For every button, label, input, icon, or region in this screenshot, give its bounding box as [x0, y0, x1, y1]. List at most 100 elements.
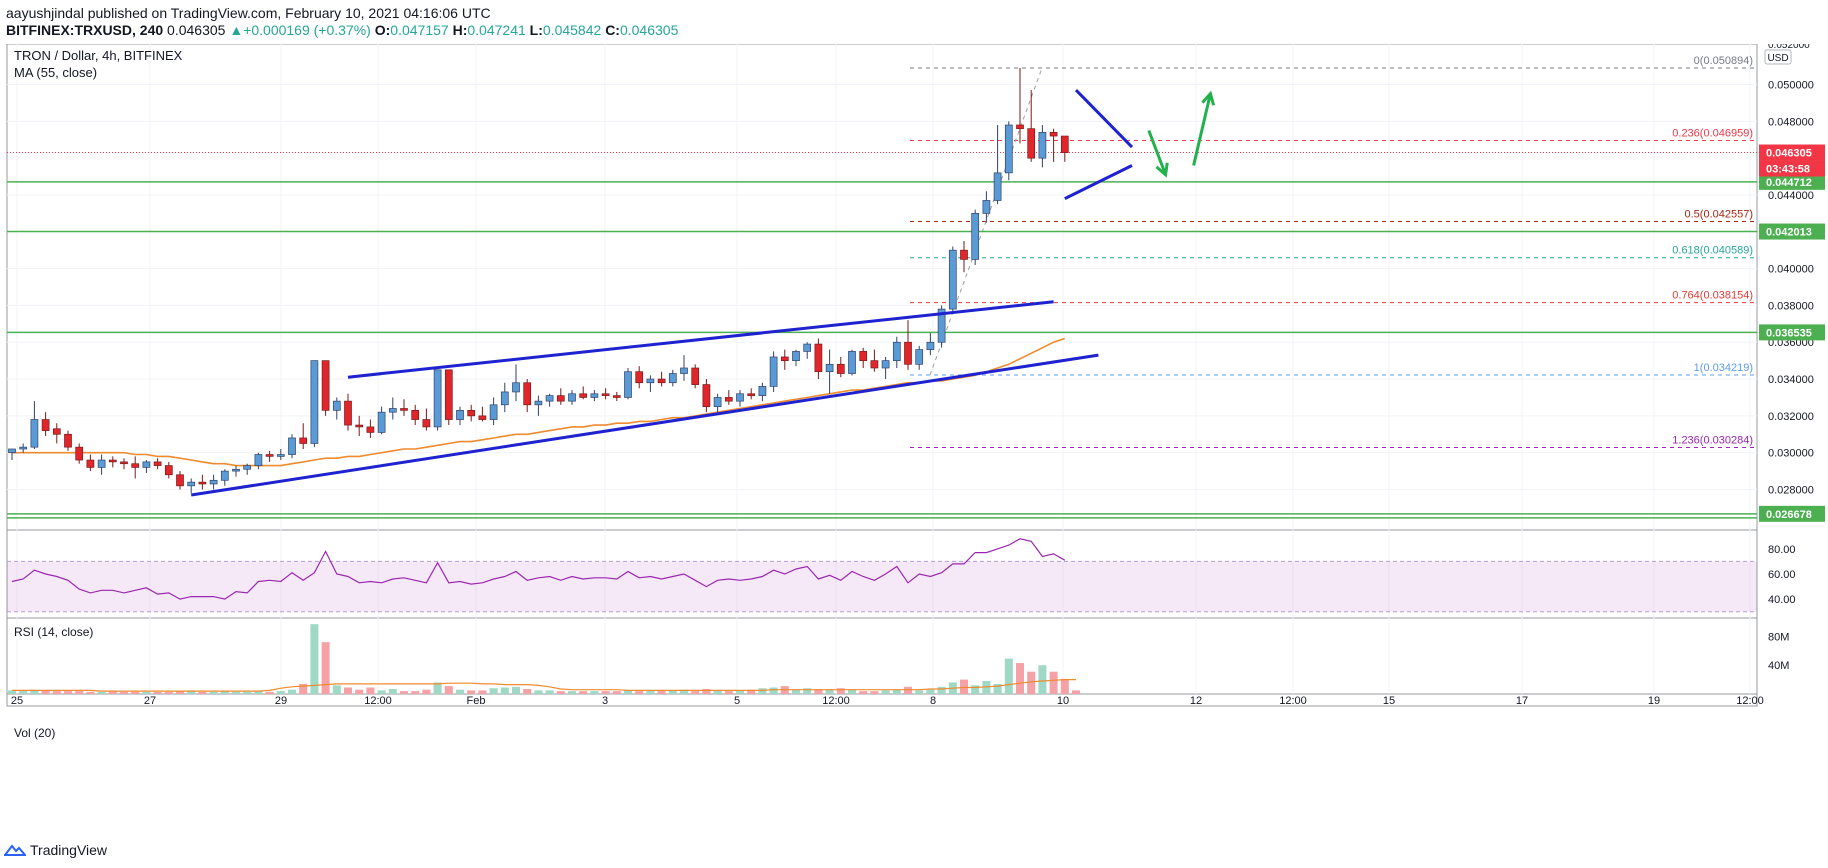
- volume-bar: [635, 691, 644, 694]
- candle-body: [960, 249, 968, 260]
- candle-body: [780, 356, 789, 361]
- price-tag-label: 0.042013: [1766, 227, 1812, 239]
- volume-bar: [232, 691, 240, 694]
- volume-bar: [321, 642, 330, 694]
- x-tick-label: 5: [734, 695, 740, 707]
- price-tag-label: 0.036535: [1766, 327, 1812, 339]
- volume-bar: [792, 689, 800, 694]
- x-tick-label: 19: [1648, 695, 1660, 707]
- candle-body: [1049, 132, 1058, 137]
- published-text: published on TradingView.com, February 1…: [87, 5, 491, 21]
- candle-body: [344, 400, 352, 426]
- volume-bar: [299, 683, 308, 694]
- candle-body: [388, 408, 397, 413]
- candle-body: [187, 481, 196, 487]
- candle-body: [232, 468, 240, 472]
- down-arrow-head: [1155, 162, 1169, 178]
- volume-bar: [982, 681, 991, 694]
- symbol: BITFINEX:TRXUSD, 240: [6, 22, 164, 38]
- volume-bar: [97, 691, 106, 694]
- price-chart[interactable]: 0(0.050894) 0.236(0.046959) 0.5(0.042557) 0…: [0, 44, 1828, 840]
- volume-bar: [243, 691, 252, 694]
- candle-body: [1004, 124, 1013, 174]
- volume-bar: [859, 691, 868, 694]
- volume-ma-line: [12, 678, 1076, 692]
- candle-body: [904, 341, 912, 365]
- volume-bar: [1016, 663, 1024, 694]
- tradingview-brand: TradingView: [30, 842, 108, 858]
- price-tick-label: 0.040000: [1768, 264, 1814, 276]
- candle-body: [400, 408, 408, 411]
- volume-bar: [904, 686, 912, 694]
- chart-header: aayushjindal published on TradingView.co…: [0, 0, 1828, 44]
- volume-bar: [534, 690, 543, 694]
- volume-bar: [75, 691, 84, 694]
- candle-body: [668, 373, 677, 384]
- down-arrow: [1147, 129, 1168, 176]
- candle-body: [915, 349, 924, 365]
- candle-body: [982, 200, 991, 214]
- volume-bar: [108, 691, 117, 694]
- candle-body: [1060, 135, 1069, 153]
- price-change: +0.000169 (+0.37%): [243, 22, 371, 38]
- volume-bar: [724, 691, 733, 694]
- candle-body: [937, 308, 946, 343]
- volume-bar: [881, 690, 890, 694]
- candle-body: [836, 363, 845, 374]
- candle-body: [713, 397, 722, 408]
- volume-bar: [276, 691, 285, 694]
- volume-bar: [848, 689, 856, 694]
- volume-bar: [971, 685, 980, 694]
- candle-body: [120, 461, 128, 465]
- candle-body: [702, 384, 711, 408]
- candle-body: [433, 369, 442, 428]
- price-tag: [1759, 505, 1825, 522]
- candle-body: [601, 393, 610, 396]
- candle-body: [288, 437, 296, 455]
- candle-body: [590, 393, 599, 398]
- volume-bar: [1049, 671, 1058, 694]
- candle-body: [568, 393, 576, 402]
- volume-tick-label: 40M: [1768, 660, 1789, 672]
- volume-bar: [131, 691, 140, 694]
- price-tick-label: 0.044000: [1768, 190, 1814, 202]
- volume-bar: [836, 688, 845, 694]
- candle-body: [534, 400, 543, 406]
- candle-body: [814, 343, 823, 373]
- volume-bar: [680, 689, 688, 694]
- candle-body: [310, 360, 319, 444]
- volume-bar: [993, 683, 1002, 694]
- author[interactable]: aayushjindal: [6, 5, 84, 21]
- volume-bar: [377, 690, 386, 694]
- fib-level-label: 1.236(0.030284): [1672, 434, 1753, 446]
- volume-bar: [713, 690, 722, 694]
- open-label: O:: [374, 22, 391, 38]
- volume-bar: [825, 689, 834, 694]
- volume-bar: [736, 691, 744, 694]
- volume-bar: [1038, 665, 1047, 694]
- volume-bar: [366, 687, 375, 694]
- chart-title: TRON / Dollar, 4h, BITFINEX: [14, 48, 183, 63]
- x-tick-label: 17: [1516, 695, 1528, 707]
- volume-bar: [30, 689, 39, 694]
- candle-body: [859, 351, 868, 361]
- tradingview-logo-icon: [4, 844, 26, 856]
- candle-body: [803, 343, 812, 352]
- up-arrow: [1192, 93, 1212, 166]
- x-tick-label: 8: [930, 695, 936, 707]
- volume-bar: [556, 691, 565, 694]
- candle-body: [467, 409, 476, 417]
- price-tag: [1759, 144, 1825, 161]
- price-tick-label: 0.030000: [1768, 448, 1814, 460]
- publish-line: aayushjindal published on TradingView.co…: [6, 5, 491, 21]
- volume-bar: [1060, 678, 1069, 694]
- price-tag-label: 0.026678: [1766, 509, 1812, 521]
- triangle-upper-trendline: [1074, 88, 1134, 149]
- volume-bar: [601, 691, 610, 694]
- footer: TradingView: [4, 842, 107, 858]
- candle-body: [64, 433, 72, 448]
- volume-bar: [579, 691, 588, 694]
- price-tag: [1759, 223, 1825, 240]
- rsi-line: [11, 538, 1066, 600]
- candle-body: [142, 461, 151, 468]
